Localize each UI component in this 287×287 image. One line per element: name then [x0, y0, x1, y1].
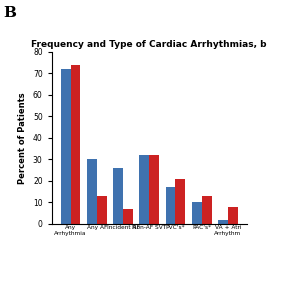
Bar: [97, 196, 107, 224]
Bar: [218, 220, 228, 224]
Bar: [113, 168, 123, 224]
Bar: [87, 159, 97, 224]
Bar: [228, 207, 238, 224]
Bar: [175, 179, 185, 224]
Bar: [123, 209, 133, 224]
Y-axis label: Percent of Patients: Percent of Patients: [18, 92, 27, 184]
Bar: [61, 69, 71, 224]
Bar: [192, 202, 202, 224]
Bar: [149, 155, 159, 224]
Bar: [202, 196, 212, 224]
Title: Frequency and Type of Cardiac Arrhythmias, b: Frequency and Type of Cardiac Arrhythmia…: [32, 40, 267, 49]
Text: B: B: [3, 6, 16, 20]
Bar: [166, 187, 175, 224]
Bar: [71, 65, 80, 224]
Bar: [139, 155, 149, 224]
